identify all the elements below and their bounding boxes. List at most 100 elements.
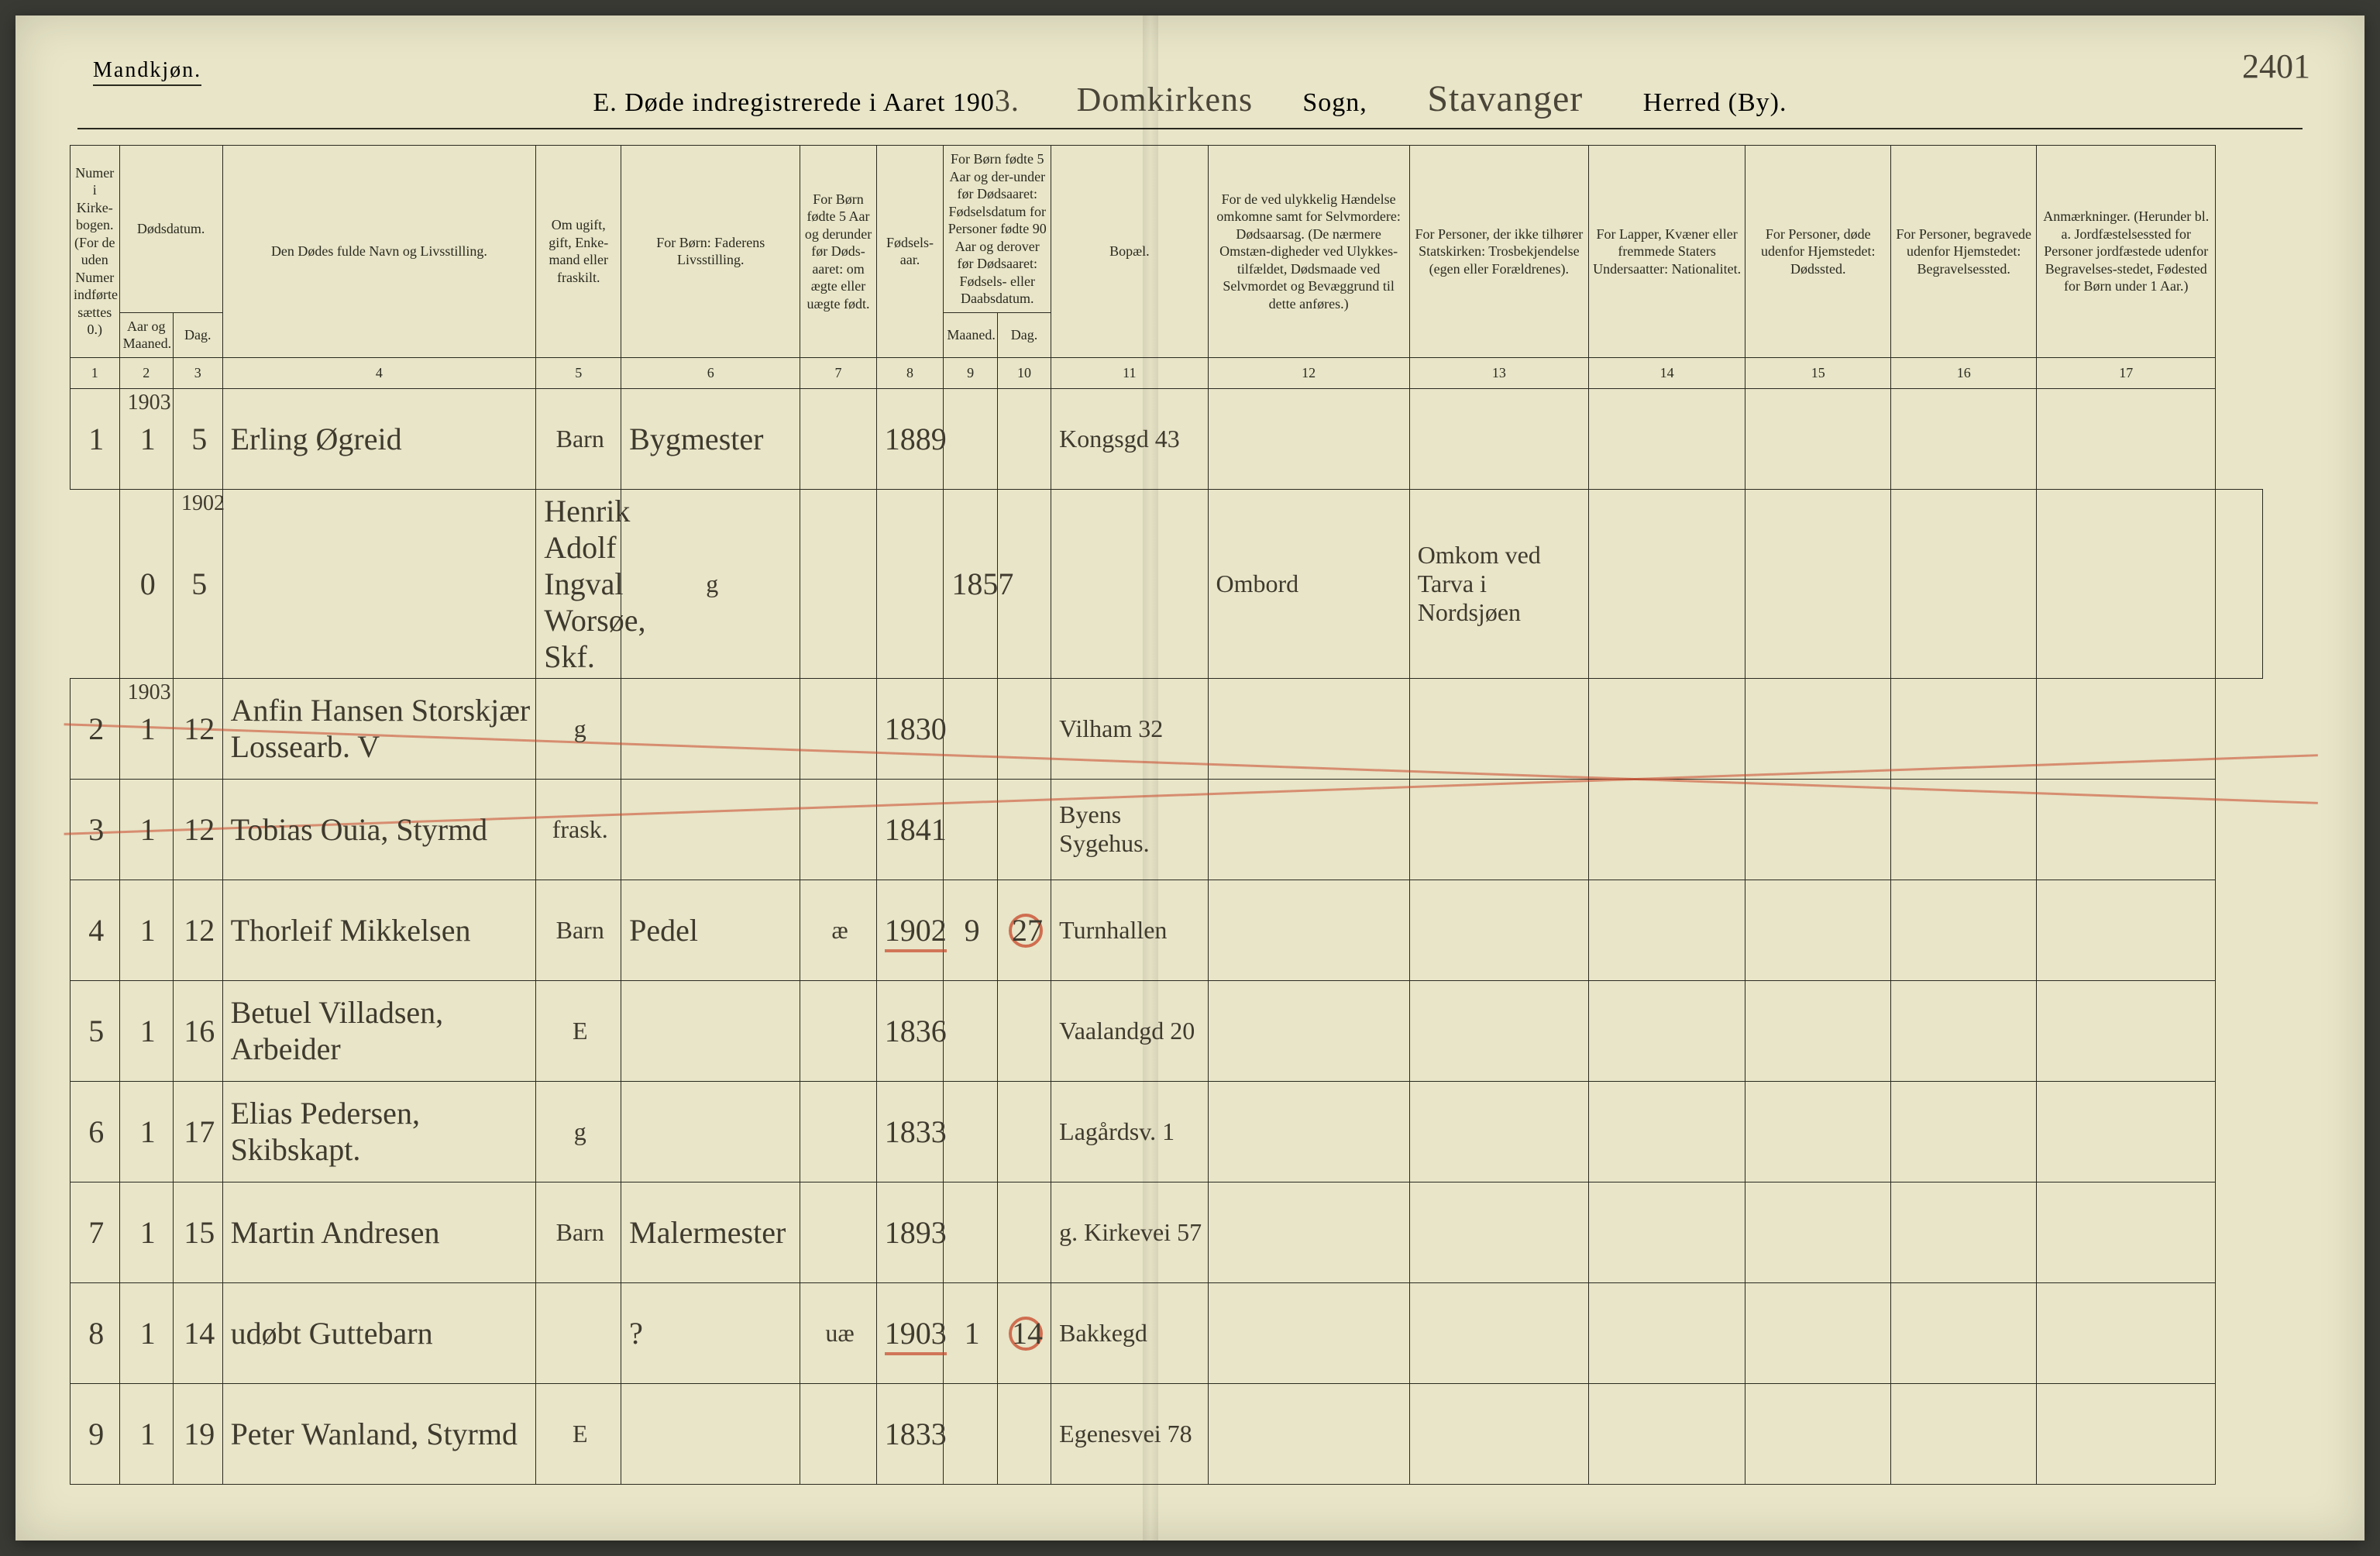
cell-residence: Turnhallen <box>1051 880 1208 980</box>
colnum: 5 <box>536 357 621 388</box>
cell-bmonth <box>944 1383 997 1484</box>
cell-notes <box>2037 1282 2216 1383</box>
cell-name-value: Betuel Villadsen, Arbeider <box>231 995 444 1066</box>
cell-name: Henrik Adolf Ingval Worsøe, Skf. <box>536 489 621 678</box>
cell-residence: Ombord <box>1208 489 1409 678</box>
table-body: 1190315Erling ØgreidBarnBygmester1889Kon… <box>71 388 2310 1484</box>
cell-day: 5 <box>173 388 222 489</box>
cell-num: 8 <box>71 1282 120 1383</box>
col-7: For Børn fødte 5 Aar og derunder før Død… <box>800 146 876 358</box>
cell-birth-value: 1841 <box>885 812 947 847</box>
cell-birth: 1830 <box>876 678 944 779</box>
cell-legit <box>800 1081 876 1182</box>
cell-father-value: Bygmester <box>629 422 763 456</box>
cell-faith <box>1409 880 1588 980</box>
cell-num-value: 4 <box>88 913 104 948</box>
cell-nat <box>1745 489 1891 678</box>
cell-bmonth-value: 9 <box>965 913 980 948</box>
cell-nat <box>1588 1081 1745 1182</box>
cell-residence-value: Kongsgd 43 <box>1059 425 1180 453</box>
cell-faith <box>1409 678 1588 779</box>
col-2: Aar og Maaned. <box>119 312 173 357</box>
cell-birth-value: 1889 <box>885 422 947 456</box>
cell-cause: Omkom ved Tarva i Nordsjøen <box>1409 489 1588 678</box>
colnum: 13 <box>1409 357 1588 388</box>
cell-month-value: 1 <box>140 1215 156 1250</box>
cell-dplace <box>1745 388 1891 489</box>
cell-name-value: Martin Andresen <box>231 1215 440 1250</box>
col-2-3-group: Dødsdatum. <box>119 146 222 313</box>
col-10: Dag. <box>997 312 1051 357</box>
herred-value: Stavanger <box>1397 77 1614 120</box>
cell-notes <box>2037 1081 2216 1182</box>
cell-dplace <box>1745 779 1891 880</box>
cell-month-value: 5 <box>191 566 207 601</box>
cell-faith <box>1409 980 1588 1081</box>
cell-cause <box>1208 980 1409 1081</box>
cell-month: 1 <box>119 1282 173 1383</box>
column-numbers-row: 1 2 3 4 5 6 7 8 9 10 11 12 13 14 15 16 1… <box>71 357 2310 388</box>
cell-faith <box>1409 1182 1588 1282</box>
cell-status: E <box>536 1383 621 1484</box>
cell-day: 19 <box>173 1383 222 1484</box>
cell-faith <box>1409 388 1588 489</box>
cell-birth: 1833 <box>876 1383 944 1484</box>
colnum: 10 <box>997 357 1051 388</box>
cell-father <box>621 1081 800 1182</box>
cell-day-value: 15 <box>184 1215 215 1250</box>
cell-birth: 1893 <box>876 1182 944 1282</box>
cell-nat <box>1588 779 1745 880</box>
cell-cause <box>1208 1282 1409 1383</box>
cell-bday-value: 27 <box>1009 914 1043 948</box>
cell-status-value: Barn <box>556 1218 604 1246</box>
cell-day: 17 <box>173 1081 222 1182</box>
cell-father: Bygmester <box>621 388 800 489</box>
cell-residence-value: Lagårdsv. 1 <box>1059 1117 1175 1145</box>
cell-month: 19031 <box>119 388 173 489</box>
cell-status: E <box>536 980 621 1081</box>
table-row: 1190315Erling ØgreidBarnBygmester1889Kon… <box>71 388 2310 489</box>
cell-bplace <box>1891 980 2037 1081</box>
cell-bday <box>997 1383 1051 1484</box>
page-title: E. Døde indregistrerede i Aaret 1903. Do… <box>46 77 2334 120</box>
cell-residence-value: Ombord <box>1216 570 1299 597</box>
cell-month: 1 <box>119 1182 173 1282</box>
cell-birth: 1833 <box>876 1081 944 1182</box>
cell-dplace <box>1745 980 1891 1081</box>
cell-legit: uæ <box>800 1282 876 1383</box>
cell-residence-value: Turnhallen <box>1059 916 1167 944</box>
cell-faith <box>1409 779 1588 880</box>
cell-bplace <box>1891 1182 2037 1282</box>
table-row: 019025Henrik Adolf Ingval Worsøe, Skf.g1… <box>71 489 2310 678</box>
cell-num-value: 3 <box>88 812 104 847</box>
colnum: 1 <box>71 357 120 388</box>
cell-name-value: udøbt Guttebarn <box>231 1316 433 1351</box>
cell-bday <box>997 1182 1051 1282</box>
cell-residence-value: g. Kirkevei 57 <box>1059 1218 1202 1246</box>
cell-status-value: E <box>573 1017 588 1045</box>
cell-bmonth <box>997 489 1051 678</box>
title-year: 3. <box>995 83 1020 118</box>
cell-month-value: 1 <box>140 711 156 746</box>
cell-num-value: 1 <box>88 422 104 456</box>
cell-day-value: 14 <box>184 1316 215 1351</box>
cell-nat <box>1588 880 1745 980</box>
cell-day: 12 <box>173 880 222 980</box>
cell-bday: 27 <box>997 880 1051 980</box>
cell-birth: 1903 <box>876 1282 944 1383</box>
cell-status-value: g <box>706 570 718 597</box>
cell-notes <box>2037 980 2216 1081</box>
cell-legit <box>800 779 876 880</box>
cell-bplace <box>1891 1282 2037 1383</box>
cell-day-value: 17 <box>184 1114 215 1149</box>
cell-dplace <box>1745 1081 1891 1182</box>
cell-cause <box>1208 1182 1409 1282</box>
cell-name-value: Peter Wanland, Styrmd <box>231 1417 518 1451</box>
cell-day-value: 12 <box>184 913 215 948</box>
cell-month-value: 1 <box>140 1114 156 1149</box>
cell-day-value: 16 <box>184 1014 215 1048</box>
cell-num: 3 <box>71 779 120 880</box>
cell-residence-value: Bakkegd <box>1059 1319 1147 1347</box>
col-6: For Børn: Faderens Livsstilling. <box>621 146 800 358</box>
gender-label: Mandkjøn. <box>93 58 201 86</box>
